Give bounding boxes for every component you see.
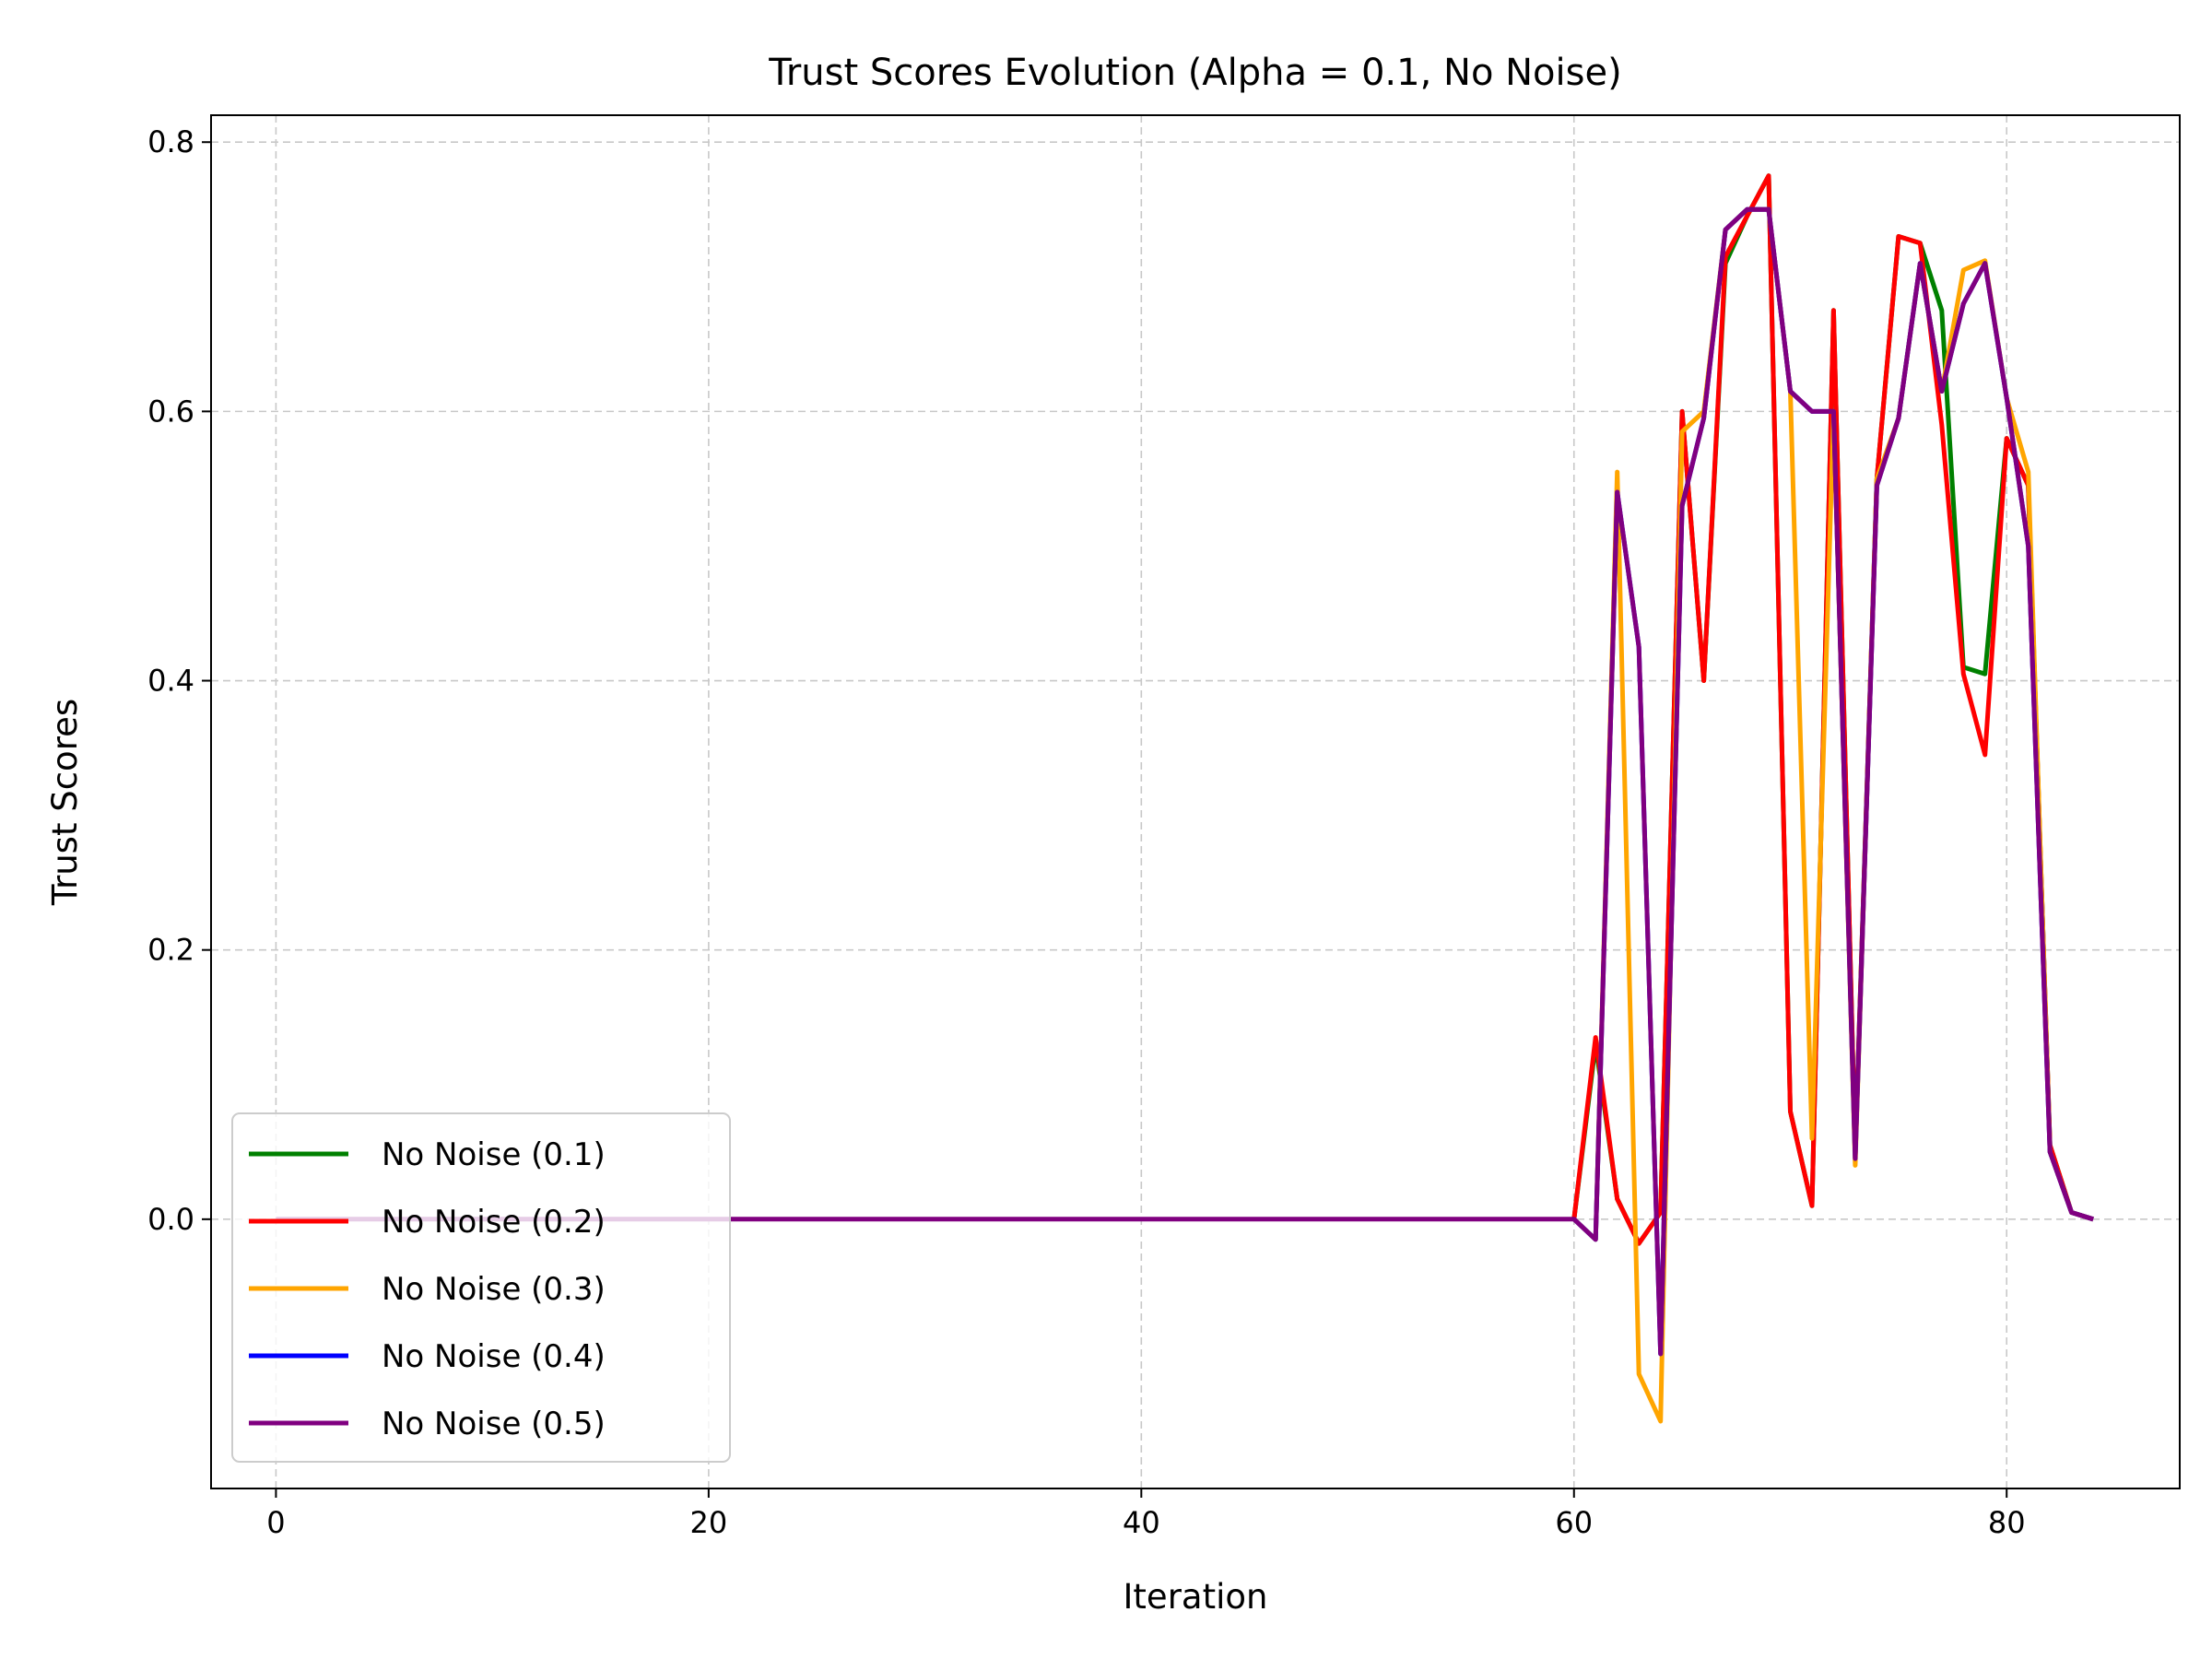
- legend-label-1: No Noise (0.1): [382, 1136, 606, 1173]
- legend-label-5: No Noise (0.5): [382, 1406, 606, 1442]
- legend: No Noise (0.1) No Noise (0.2) No Noise (0.…: [231, 1112, 731, 1463]
- legend-label-4: No Noise (0.4): [382, 1338, 606, 1375]
- legend-items: No Noise (0.1) No Noise (0.2) No Noise (0.…: [249, 1136, 606, 1442]
- chart-title: Trust Scores Evolution (Alpha = 0.1, No …: [768, 52, 1621, 94]
- y-tick-label: 0.2: [147, 933, 194, 968]
- legend-box: [231, 1112, 731, 1463]
- legend-label-2: No Noise (0.2): [382, 1204, 606, 1241]
- series-line-2: [1571, 173, 2094, 1246]
- x-tick-label: 40: [1123, 1505, 1160, 1540]
- x-tick-label: 60: [1555, 1505, 1593, 1540]
- x-axis-label: Iteration: [1124, 1577, 1268, 1617]
- x-tick-label: 80: [1988, 1505, 2026, 1540]
- y-tick-label: 0.0: [147, 1202, 194, 1237]
- series-lines: [276, 173, 2094, 1424]
- y-tick-label: 0.6: [147, 394, 194, 429]
- x-axis-ticks: 0 20 40 60 80: [266, 1488, 2026, 1540]
- x-tick-label: 0: [266, 1505, 285, 1540]
- y-axis-label: Trust Scores: [45, 699, 85, 906]
- y-axis-ticks: 0.0 0.2 0.4 0.6 0.8: [147, 124, 211, 1237]
- legend-label-3: No Noise (0.3): [382, 1271, 606, 1308]
- series-line-5: [276, 206, 2094, 1357]
- plot-frame: [210, 114, 2181, 1489]
- y-tick-label: 0.4: [147, 664, 194, 699]
- y-tick-label: 0.8: [147, 124, 194, 159]
- x-tick-label: 20: [690, 1505, 728, 1540]
